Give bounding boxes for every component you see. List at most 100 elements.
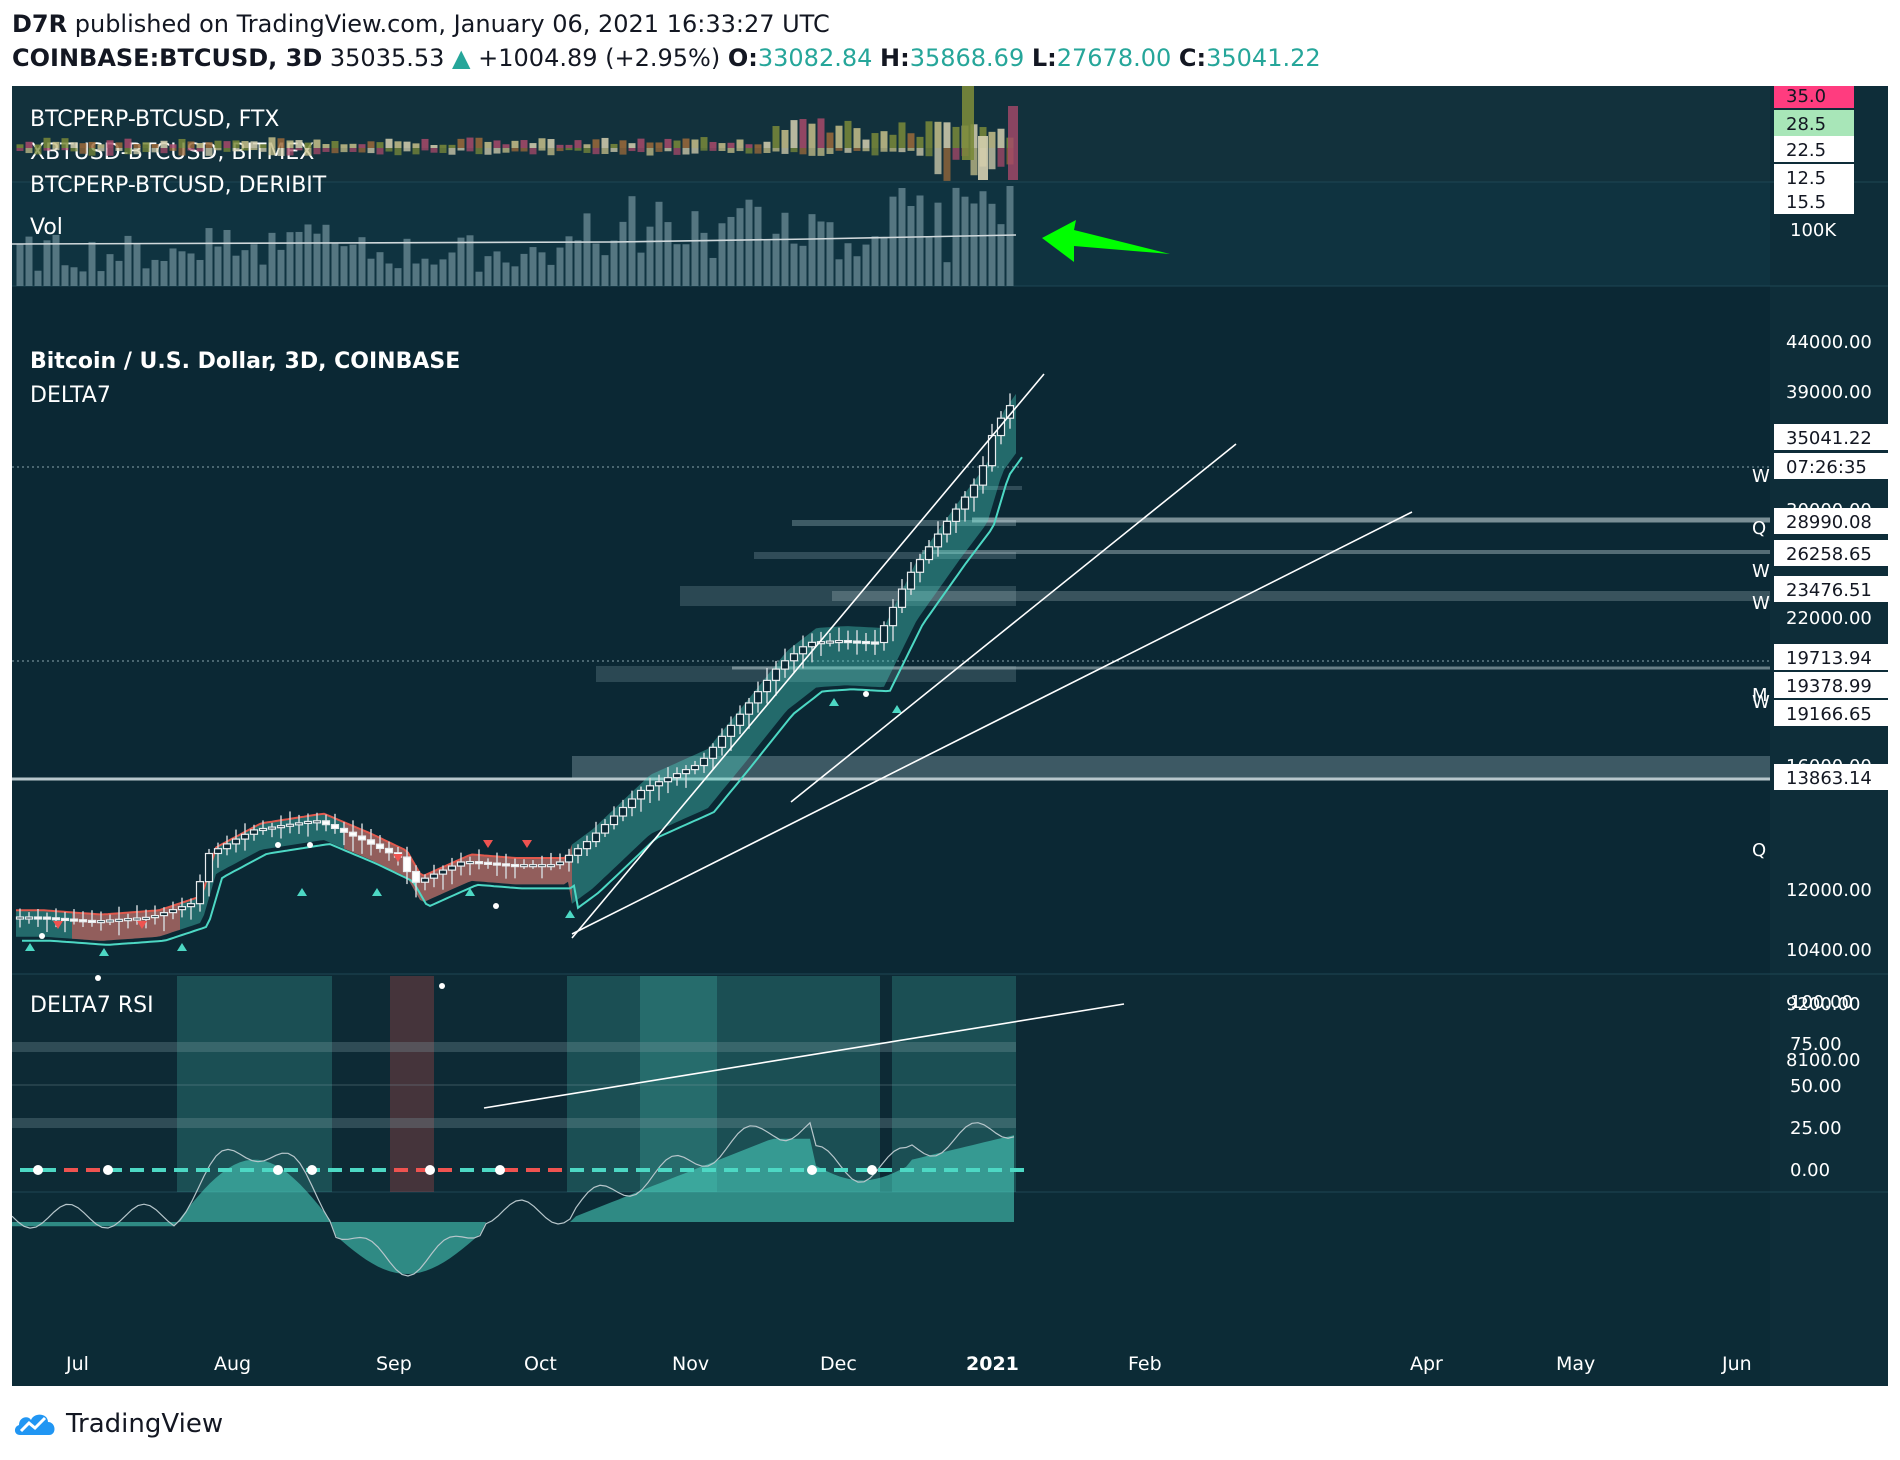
volume-bar: [250, 244, 258, 286]
rsi-axis-tick: 25.00: [1790, 1118, 1842, 1139]
rsi-signal-dot: [103, 1165, 113, 1175]
high-value: 35868.69: [909, 44, 1025, 72]
funding-bar: [196, 143, 204, 148]
trend-line: [571, 511, 1413, 935]
candle-body: [447, 865, 457, 871]
funding-bar: [691, 148, 699, 154]
funding-bar: [133, 148, 141, 155]
volume-bar: [1006, 186, 1014, 286]
funding-bar: [520, 140, 528, 148]
candle-body: [168, 909, 178, 914]
volume-bar: [808, 214, 816, 286]
symbol-ohlc-bar: COINBASE:BTCUSD, 3D 35035.53 ▲ +1004.89 …: [12, 44, 1321, 72]
main-pane-indicator-label: DELTA7: [30, 383, 111, 408]
funding-bar: [367, 148, 375, 154]
volume-bar: [691, 211, 699, 286]
sell-signal-marker: [522, 840, 532, 848]
support-resistance-zone: [978, 486, 1022, 490]
funding-bar: [880, 131, 888, 148]
funding-bar: [817, 118, 825, 148]
funding-bar: [781, 148, 789, 154]
funding-bar: [655, 142, 663, 148]
candle-body: [348, 831, 358, 837]
volume-bar: [124, 235, 132, 286]
candle-body: [591, 832, 601, 843]
volume-bar: [664, 222, 672, 286]
funding-bar: [295, 140, 303, 148]
candle-body: [897, 588, 907, 608]
close-label: C:: [1178, 44, 1207, 72]
volume-bar: [610, 240, 618, 286]
volume-bar: [286, 232, 294, 286]
volume-bar: [214, 246, 222, 286]
funding-bar: [457, 138, 465, 148]
volume-bar: [412, 263, 420, 286]
funding-bar: [691, 139, 699, 148]
signal-dot: [493, 903, 499, 909]
funding-bar: [430, 144, 438, 148]
price-tag: 07:26:35: [1774, 453, 1888, 479]
chart-area[interactable]: Jul Aug Sep Oct Nov Dec 2021 Feb Apr May Jun Bitcoi…: [11, 82, 1888, 1386]
support-resistance-zone: [596, 666, 1016, 682]
funding-bar: [547, 148, 555, 156]
candle-body: [663, 777, 673, 783]
price-tag: 19713.94: [1774, 644, 1888, 670]
funding-bar: [574, 148, 582, 151]
candle-body: [303, 820, 313, 825]
funding-bar: [43, 137, 51, 148]
volume-bar: [925, 237, 933, 286]
funding-bar: [682, 138, 690, 148]
price-tag: 28990.08: [1774, 508, 1888, 534]
funding-axis-box: [1774, 110, 1854, 136]
funding-bar: [16, 148, 24, 151]
trend-cloud-bear: [72, 903, 180, 941]
funding-bar: [601, 148, 609, 154]
funding-bar: [673, 148, 681, 155]
candle-body: [195, 881, 205, 905]
candle-body: [996, 417, 1006, 437]
candle-body: [861, 640, 871, 645]
candle-body: [105, 919, 115, 923]
candle-body: [78, 919, 88, 923]
funding-series-label: BTCPERP-BTCUSD, DERIBIT: [30, 173, 327, 198]
zone-letter-label: W: [1752, 692, 1770, 713]
candle-body: [321, 820, 331, 826]
volume-bar: [763, 240, 771, 286]
funding-bar: [313, 148, 321, 155]
low-label: L:: [1031, 44, 1057, 72]
funding-bar: [196, 148, 204, 152]
funding-bar: [871, 133, 879, 148]
candle-body: [231, 838, 241, 845]
funding-bar: [223, 141, 231, 148]
price-tag: 13863.14: [1774, 764, 1888, 790]
candle-body: [744, 702, 754, 715]
candle-body: [267, 826, 277, 830]
publisher-name[interactable]: D7R: [12, 10, 68, 38]
price-tag: 26258.65: [1774, 540, 1888, 566]
funding-bar: [286, 148, 294, 156]
funding-bar: [844, 120, 852, 148]
candle-body: [1005, 405, 1015, 419]
funding-bar: [538, 148, 546, 151]
buy-signal-marker: [177, 943, 187, 951]
volume-bar: [826, 222, 834, 286]
funding-bar: [826, 148, 834, 154]
chart-svg[interactable]: Jul Aug Sep Oct Nov Dec 2021 Feb Apr May Jun Bitcoi…: [11, 82, 1888, 1386]
sell-signal-marker: [53, 921, 63, 929]
funding-bar: [376, 148, 384, 155]
up-arrow-icon: ▲: [452, 44, 471, 72]
volume-bar: [790, 243, 798, 286]
funding-bar: [799, 148, 807, 155]
funding-bar: [610, 148, 618, 152]
candle-body: [969, 484, 979, 498]
volume-bar: [142, 268, 150, 286]
footer-brand[interactable]: TradingView: [12, 1404, 223, 1444]
funding-bar: [511, 140, 519, 148]
funding-bar: [241, 141, 249, 148]
volume-bar: [736, 208, 744, 286]
price-tag-box: [1774, 540, 1888, 566]
funding-bar: [250, 141, 258, 148]
x-axis-tick-label: Aug: [214, 1353, 251, 1375]
price-axis-tick: 10400.00: [1786, 940, 1872, 961]
funding-bar: [799, 119, 807, 148]
